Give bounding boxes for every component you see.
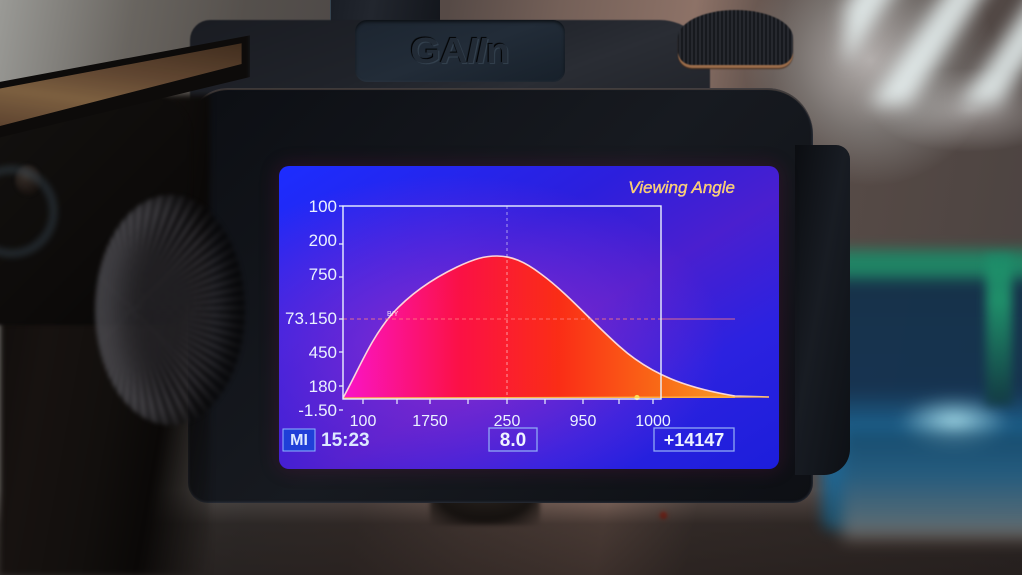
svg-text:750: 750 [309,265,337,284]
svg-text:450: 450 [309,343,337,362]
svg-text:100: 100 [350,413,377,430]
svg-text:950: 950 [570,413,597,430]
svg-text:15:23: 15:23 [321,430,370,451]
svg-text:8.0: 8.0 [500,430,526,451]
svg-text:MI: MI [290,432,308,449]
svg-text:B/Y: B/Y [387,311,399,318]
svg-text:1750: 1750 [412,413,448,430]
svg-text:-1.50: -1.50 [298,401,337,420]
svg-text:180: 180 [309,377,337,396]
svg-text:+14147: +14147 [664,430,725,450]
svg-text:100: 100 [309,197,337,216]
svg-text:73.150: 73.150 [285,309,337,328]
svg-text:200: 200 [309,231,337,250]
svg-text:Viewing Angle: Viewing Angle [628,178,735,197]
